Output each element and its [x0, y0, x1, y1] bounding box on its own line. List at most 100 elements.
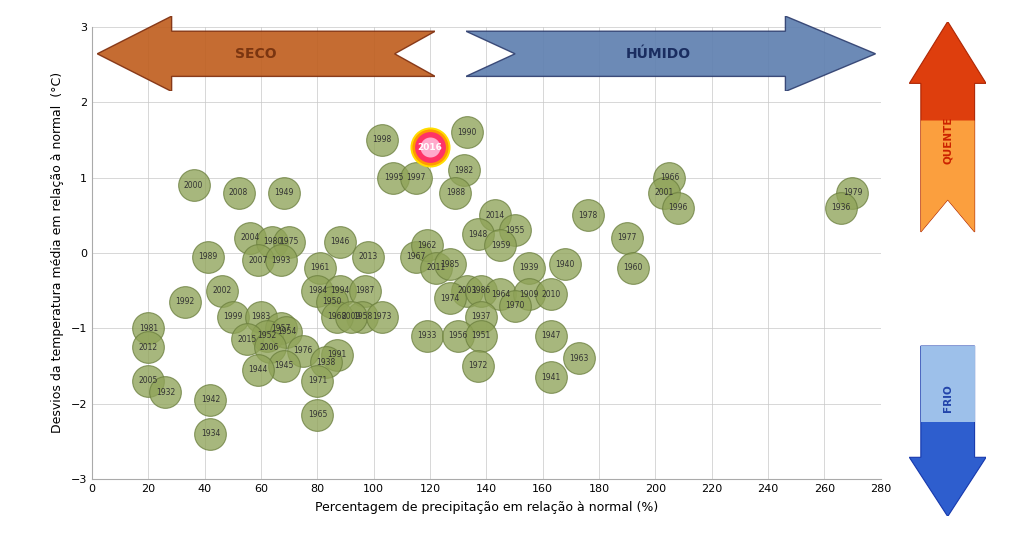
Text: 1966: 1966 — [659, 173, 679, 182]
Text: 1937: 1937 — [471, 313, 490, 321]
Text: 2001: 2001 — [654, 188, 674, 197]
Text: 1960: 1960 — [624, 264, 642, 272]
Point — [441, 294, 458, 302]
Text: 1990: 1990 — [457, 128, 476, 137]
Point — [309, 410, 326, 419]
Polygon shape — [97, 16, 435, 91]
Text: 2003: 2003 — [457, 286, 476, 295]
Point — [543, 331, 559, 340]
Point — [473, 286, 489, 295]
Point — [250, 256, 266, 265]
Point — [329, 350, 345, 359]
Point — [473, 313, 489, 321]
Text: 1938: 1938 — [316, 358, 336, 366]
Text: 1961: 1961 — [310, 264, 330, 272]
Point — [224, 313, 242, 321]
Point — [312, 264, 329, 272]
Text: 1965: 1965 — [308, 410, 327, 419]
Point — [354, 313, 371, 321]
Text: 2002: 2002 — [212, 286, 231, 295]
Point — [258, 331, 274, 340]
Polygon shape — [909, 22, 986, 232]
Point — [329, 313, 345, 321]
Text: 1909: 1909 — [519, 290, 539, 299]
Point — [428, 264, 444, 272]
Point — [493, 241, 509, 250]
Text: 1942: 1942 — [201, 395, 220, 404]
Text: 1954: 1954 — [276, 328, 296, 336]
Text: 1941: 1941 — [542, 373, 561, 381]
Text: 1958: 1958 — [353, 313, 372, 321]
Point — [833, 203, 849, 212]
Point — [309, 286, 326, 295]
Text: 2011: 2011 — [426, 264, 445, 272]
Text: 2015: 2015 — [238, 335, 257, 344]
Text: 1978: 1978 — [579, 211, 597, 220]
X-axis label: Percentagem de precipitação em relação à normal (%): Percentagem de precipitação em relação à… — [314, 501, 658, 514]
Point — [140, 377, 157, 385]
Text: 1932: 1932 — [156, 388, 175, 397]
Point — [662, 173, 678, 182]
Text: 1989: 1989 — [198, 252, 217, 261]
Point — [655, 188, 672, 197]
Point — [200, 252, 216, 261]
Text: SECO: SECO — [236, 47, 276, 61]
Text: 1959: 1959 — [490, 241, 510, 250]
Point — [374, 313, 390, 321]
Point — [140, 343, 157, 351]
Point — [470, 362, 486, 370]
Text: 1974: 1974 — [440, 294, 460, 302]
Point — [275, 362, 292, 370]
Text: 1977: 1977 — [617, 233, 637, 242]
Text: FRIO: FRIO — [943, 384, 952, 412]
Point — [422, 143, 438, 152]
Text: 1973: 1973 — [373, 313, 392, 321]
Text: 1984: 1984 — [308, 286, 327, 295]
Text: 1944: 1944 — [249, 365, 268, 374]
Text: 1979: 1979 — [843, 188, 862, 197]
Text: 1998: 1998 — [373, 136, 392, 144]
Text: 1999: 1999 — [223, 313, 243, 321]
Text: 1948: 1948 — [468, 230, 487, 238]
Text: 1957: 1957 — [271, 324, 291, 332]
Text: 1940: 1940 — [556, 260, 574, 268]
Text: 1987: 1987 — [355, 286, 375, 295]
Text: 1964: 1964 — [490, 290, 510, 299]
Text: 1933: 1933 — [418, 331, 437, 340]
Point — [202, 395, 219, 404]
Point — [317, 358, 334, 366]
Point — [213, 286, 229, 295]
Text: 1951: 1951 — [471, 331, 490, 340]
Point — [844, 188, 860, 197]
Point — [557, 260, 573, 268]
Text: 2000: 2000 — [184, 181, 203, 189]
Point — [451, 331, 467, 340]
Text: 2009: 2009 — [342, 313, 360, 321]
Point — [459, 286, 475, 295]
Text: 1985: 1985 — [440, 260, 460, 268]
Text: 1992: 1992 — [175, 298, 195, 306]
Point — [357, 286, 374, 295]
Text: 1981: 1981 — [139, 324, 158, 332]
Y-axis label: Desvios da temperatura média em relação à normal  (°C): Desvios da temperatura média em relação … — [51, 72, 63, 434]
Text: 1972: 1972 — [468, 362, 487, 370]
Text: 1963: 1963 — [569, 354, 589, 363]
Point — [374, 136, 390, 144]
Point — [275, 188, 292, 197]
Point — [543, 373, 559, 381]
Point — [422, 143, 438, 152]
Point — [309, 377, 326, 385]
Point — [456, 166, 472, 174]
Text: 1949: 1949 — [274, 188, 293, 197]
Point — [261, 343, 278, 351]
Point — [580, 211, 596, 220]
Text: 2006: 2006 — [260, 343, 280, 351]
Text: 1975: 1975 — [280, 237, 299, 246]
Point — [419, 241, 435, 250]
Text: 2008: 2008 — [229, 188, 248, 197]
Polygon shape — [909, 346, 986, 516]
Text: 1988: 1988 — [445, 188, 465, 197]
Point — [447, 188, 464, 197]
Text: 1956: 1956 — [449, 331, 468, 340]
Text: 1939: 1939 — [519, 264, 539, 272]
